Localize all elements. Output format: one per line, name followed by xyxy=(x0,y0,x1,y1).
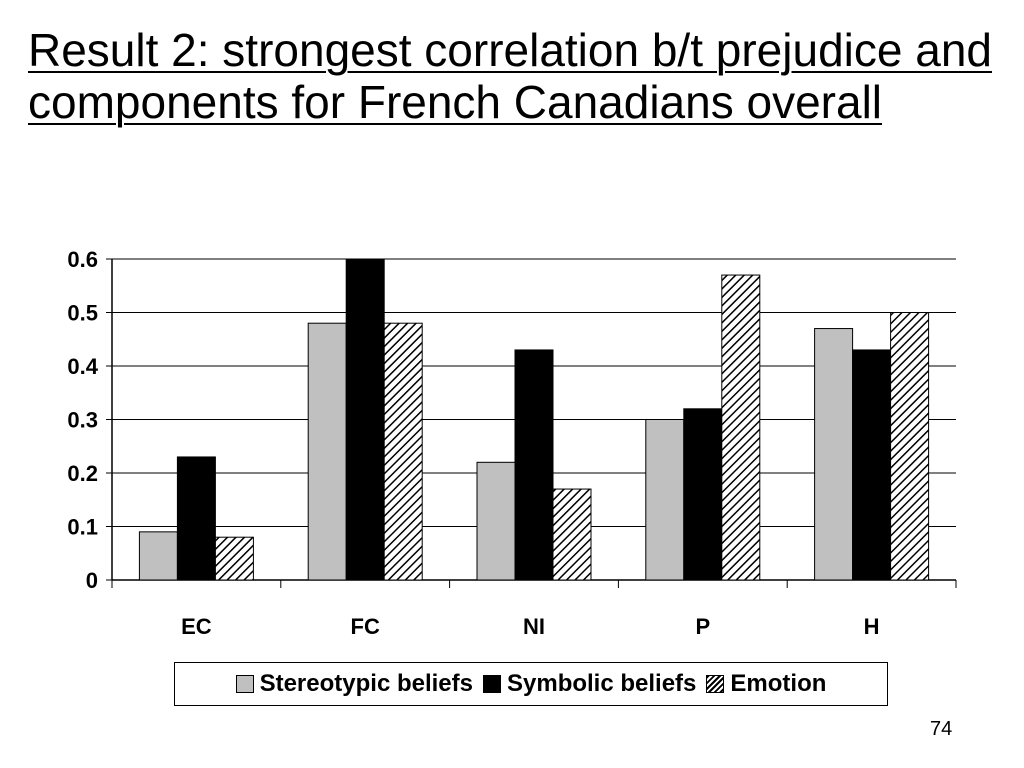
legend-label-stereotypic: Stereotypic beliefs xyxy=(259,670,473,697)
y-tick-label: 0.6 xyxy=(67,247,98,272)
bar-stereotypic-ni xyxy=(476,461,516,581)
bar-emotion-ni xyxy=(552,488,592,581)
x-tick-label: NI xyxy=(523,614,545,639)
page-number: 74 xyxy=(930,718,953,740)
legend-swatch-stereotypic xyxy=(235,675,254,693)
legend-item-symbolic: Symbolic beliefs xyxy=(483,670,696,698)
y-tick-label: 0.2 xyxy=(67,461,98,486)
bars xyxy=(138,258,930,581)
y-tick-label: 0.3 xyxy=(67,408,98,433)
bar-symbolic-h xyxy=(852,349,892,581)
legend-swatch-emotion xyxy=(706,675,725,693)
x-tick-label: FC xyxy=(351,614,380,639)
y-tick-label: 0.4 xyxy=(67,354,98,379)
tick-labels: 0 0.1 0.2 0.3 0.4 0.5 0.6 EC FC NI P H xyxy=(67,247,879,639)
bar-stereotypic-fc xyxy=(307,322,347,581)
legend-swatch-symbolic xyxy=(483,675,501,693)
legend-item-stereotypic: Stereotypic beliefs xyxy=(235,670,473,698)
y-tick-label: 0 xyxy=(86,568,98,593)
x-tick-label: P xyxy=(695,614,710,639)
bar-stereotypic-h xyxy=(814,328,854,581)
legend-label-symbolic: Symbolic beliefs xyxy=(507,670,697,697)
bar-symbolic-fc xyxy=(345,258,385,581)
x-tick-label: EC xyxy=(181,614,212,639)
legend-label-emotion: Emotion xyxy=(730,670,827,697)
bar-emotion-fc xyxy=(383,322,423,581)
x-tick-label: H xyxy=(864,614,880,639)
legend-item-emotion: Emotion xyxy=(706,670,826,698)
legend: Stereotypic beliefs Symbolic beliefs Emo… xyxy=(174,662,888,706)
bar-emotion-p xyxy=(721,274,761,581)
bar-symbolic-ec xyxy=(176,456,216,581)
bar-symbolic-ni xyxy=(514,349,554,581)
bar-emotion-ec xyxy=(214,536,254,581)
y-tick-label: 0.1 xyxy=(67,515,98,540)
slide-title: Result 2: strongest correlation b/t prej… xyxy=(28,24,992,128)
bar-stereotypic-ec xyxy=(138,531,178,581)
y-tick-label: 0.5 xyxy=(67,301,98,326)
bar-emotion-h xyxy=(890,312,930,581)
bar-symbolic-p xyxy=(683,408,723,581)
bar-stereotypic-p xyxy=(645,419,685,581)
